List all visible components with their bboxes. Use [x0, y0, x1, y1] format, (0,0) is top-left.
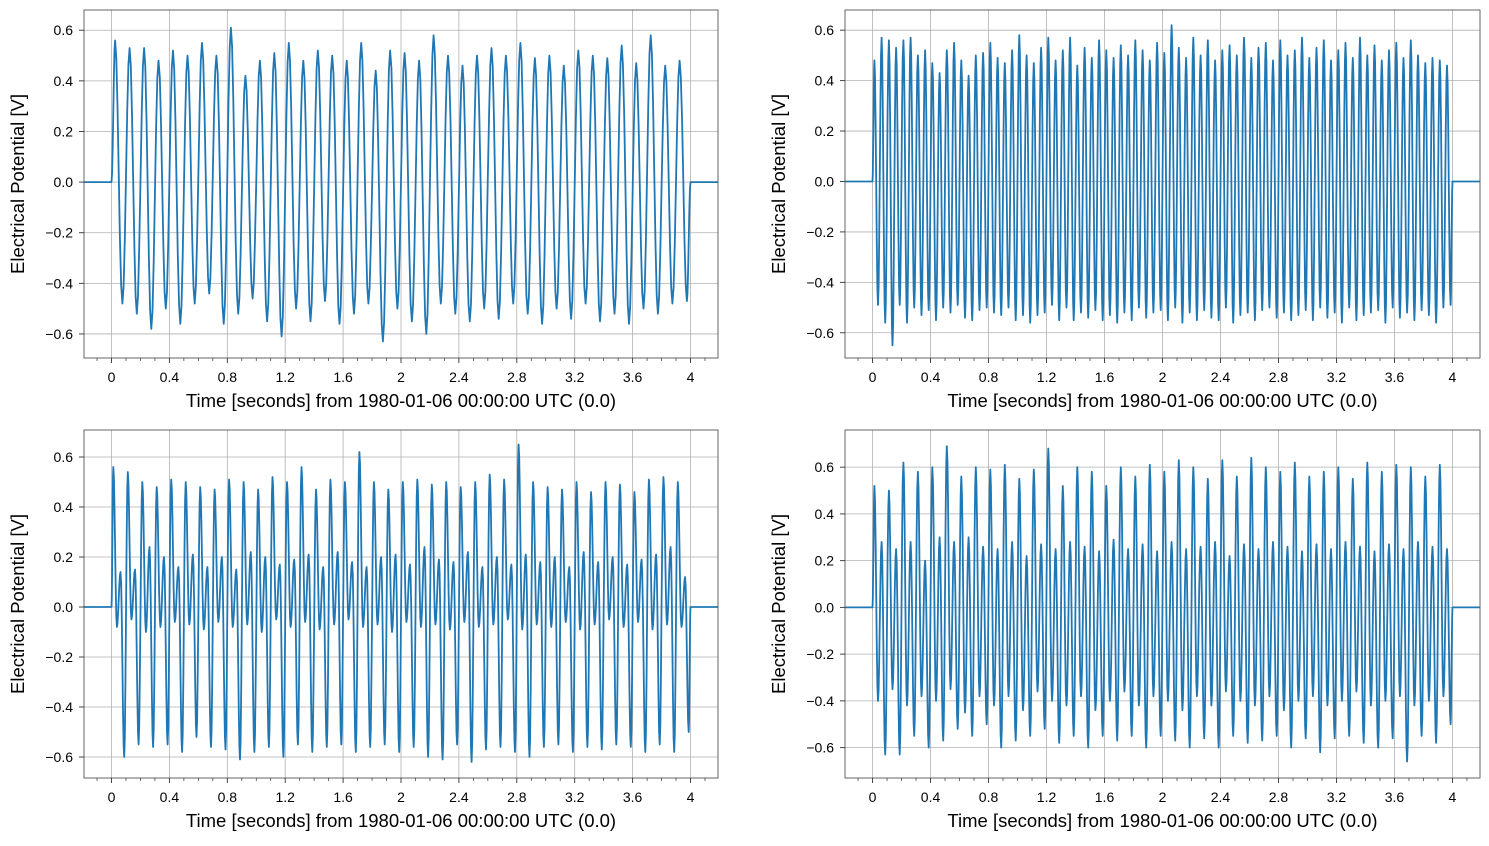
x-tick-label: 0 [869, 369, 877, 385]
x-tick-label: 1.2 [1037, 369, 1057, 385]
x-axis-label: Time [seconds] from 1980-01-06 00:00:00 … [947, 810, 1377, 831]
y-tick-label: 0.2 [54, 549, 74, 565]
y-tick-label: −0.4 [806, 274, 834, 290]
x-tick-label: 1.2 [1037, 789, 1057, 805]
y-tick-label: −0.4 [45, 699, 73, 715]
y-tick-label: 0.0 [815, 173, 835, 189]
y-tick-label: 0.6 [54, 22, 74, 38]
y-tick-label: −0.2 [45, 225, 73, 241]
x-tick-label: 1.6 [1095, 369, 1115, 385]
x-tick-label: 0.4 [921, 369, 941, 385]
subplot-4: 0 0.4 0.8 1.2 1.6 2 2.4 2.8 3.2 3.6 4 −0.6 −0.4 −0.2 0… [768, 429, 1481, 831]
subplot-3: 0 0.4 0.8 1.2 1.6 2 2.4 2.8 3.2 3.6 4 −0.6 −0.4 −0.2 0… [7, 429, 719, 831]
x-tick-label: 0.4 [160, 369, 180, 385]
x-tick-label: 3.2 [565, 789, 585, 805]
x-tick-label: 0.8 [218, 369, 238, 385]
y-tick-label: 0.2 [815, 123, 835, 139]
x-tick-label: 3.2 [1327, 369, 1347, 385]
x-tick-label: 4 [1449, 369, 1457, 385]
series-line [84, 26, 718, 343]
y-tick-label: 0.4 [54, 73, 74, 89]
y-tick-label: 0.0 [54, 599, 74, 615]
x-tick-label: 1.2 [275, 369, 295, 385]
x-tick-label: 4 [1449, 789, 1457, 805]
y-tick-label: 0.2 [54, 123, 74, 139]
x-tick-label: 1.6 [333, 789, 353, 805]
x-tick-label: 0 [869, 789, 877, 805]
x-axis-label: Time [seconds] from 1980-01-06 00:00:00 … [186, 810, 616, 831]
series-line [84, 443, 718, 763]
y-tick-label: −0.6 [806, 325, 834, 341]
x-tick-label: 2 [397, 789, 405, 805]
y-tick-label: 0.6 [815, 22, 835, 38]
x-axis-label: Time [seconds] from 1980-01-06 00:00:00 … [947, 390, 1377, 411]
x-tick-label: 0.4 [160, 789, 180, 805]
subplot-2: 0 0.4 0.8 1.2 1.6 2 2.4 2.8 3.2 3.6 4 −0.6 −0.4 −0.2 0… [768, 9, 1481, 411]
y-tick-label: 0.6 [54, 449, 74, 465]
x-tick-label: 2 [1159, 789, 1167, 805]
x-tick-label: 0.8 [218, 789, 238, 805]
x-tick-label: 2 [1159, 369, 1167, 385]
x-tick-label: 3.6 [1385, 789, 1405, 805]
y-tick-label: −0.2 [45, 649, 73, 665]
x-tick-label: 2.8 [1269, 789, 1289, 805]
series-line [845, 445, 1480, 763]
y-tick-label: 0.6 [815, 459, 835, 475]
y-axis-label: Electrical Potential [V] [7, 94, 28, 274]
subplot-1: 0 0.4 0.8 1.2 1.6 2 2.4 2.8 3.2 3.6 4 −0.6 −0.4 −0.2 0… [7, 9, 719, 411]
y-tick-label: 0.2 [815, 553, 835, 569]
x-tick-label: 1.6 [333, 369, 353, 385]
x-tick-label: 4 [687, 789, 695, 805]
x-tick-label: 2.8 [1269, 369, 1289, 385]
x-tick-label: 3.6 [623, 789, 643, 805]
x-tick-label: 2.8 [507, 369, 527, 385]
y-tick-label: 0.4 [815, 506, 835, 522]
x-tick-label: 1.2 [275, 789, 295, 805]
x-tick-label: 0.4 [921, 789, 941, 805]
x-tick-label: 2.4 [1211, 369, 1231, 385]
y-tick-label: −0.6 [45, 749, 73, 765]
x-tick-label: 3.6 [1385, 369, 1405, 385]
x-tick-label: 0 [108, 789, 116, 805]
y-tick-label: 0.4 [54, 499, 74, 515]
series-line [845, 24, 1480, 347]
x-tick-label: 3.2 [1327, 789, 1347, 805]
y-tick-label: −0.2 [806, 646, 834, 662]
x-tick-label: 2.4 [449, 789, 469, 805]
x-tick-label: 0 [108, 369, 116, 385]
x-tick-label: 3.2 [565, 369, 585, 385]
y-axis-label: Electrical Potential [V] [768, 94, 789, 274]
x-tick-label: 1.6 [1095, 789, 1115, 805]
x-tick-label: 2.4 [449, 369, 469, 385]
y-tick-label: −0.2 [806, 224, 834, 240]
y-tick-label: −0.4 [806, 693, 834, 709]
x-tick-label: 0.8 [979, 789, 999, 805]
y-tick-label: 0.0 [815, 599, 835, 615]
x-tick-label: 2.4 [1211, 789, 1231, 805]
x-tick-label: 4 [687, 369, 695, 385]
y-tick-label: 0.4 [815, 73, 835, 89]
x-tick-label: 0.8 [979, 369, 999, 385]
y-tick-label: −0.4 [45, 275, 73, 291]
x-tick-label: 2 [397, 369, 405, 385]
x-tick-label: 2.8 [507, 789, 527, 805]
x-axis-label: Time [seconds] from 1980-01-06 00:00:00 … [186, 390, 616, 411]
y-axis-label: Electrical Potential [V] [7, 514, 28, 694]
y-tick-label: 0.0 [54, 174, 74, 190]
y-tick-label: −0.6 [45, 326, 73, 342]
x-tick-label: 3.6 [623, 369, 643, 385]
y-tick-label: −0.6 [806, 740, 834, 756]
y-axis-label: Electrical Potential [V] [768, 514, 789, 694]
